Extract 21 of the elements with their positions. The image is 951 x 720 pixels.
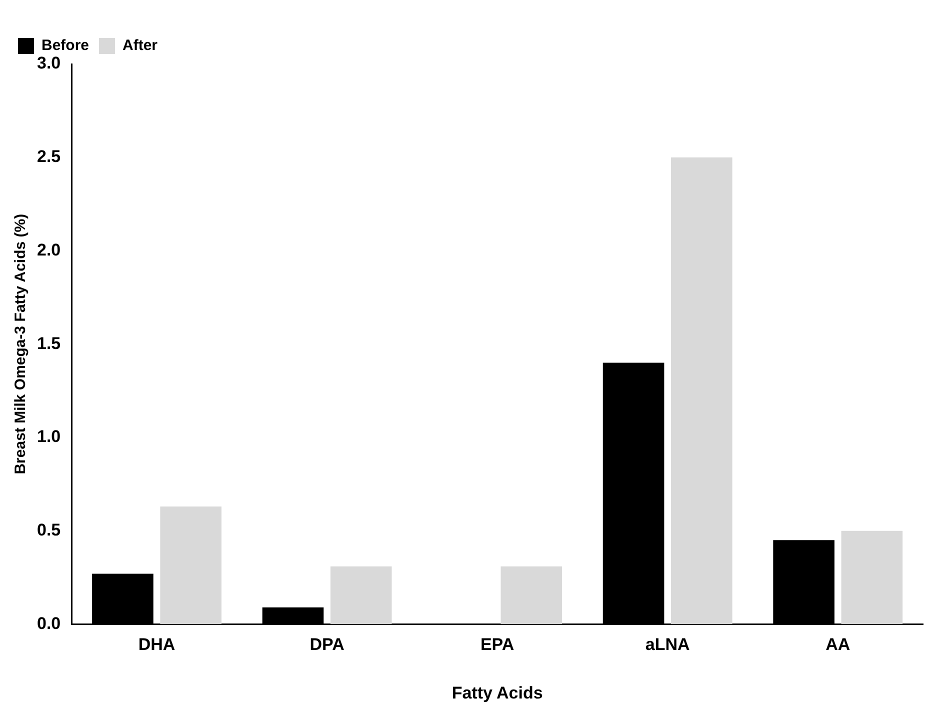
x-tick-label: EPA	[480, 635, 514, 654]
legend-label: After	[122, 37, 158, 54]
y-tick-label: 0.5	[36, 520, 61, 540]
y-tick-label: 2.5	[36, 147, 61, 166]
y-tick-label: 1.5	[36, 334, 61, 353]
x-axis-title: Fatty Acids	[452, 683, 543, 702]
y-tick-label: 3.0	[36, 54, 61, 73]
y-tick-label: 2.0	[36, 240, 61, 260]
legend-label: Before	[42, 37, 90, 54]
bar	[160, 506, 222, 624]
x-tick-label: aLNA	[645, 635, 690, 654]
bar	[330, 566, 392, 624]
x-tick-label: DPA	[310, 635, 344, 654]
bar	[670, 157, 732, 624]
y-tick-label: 0.0	[36, 614, 61, 633]
x-tick-label: AA	[826, 635, 850, 654]
x-tick-label: DHA	[138, 635, 176, 654]
bar	[500, 566, 562, 624]
y-axis-title: Breast Milk Omega-3 Fatty Acids (%)	[12, 214, 30, 474]
y-tick-label: 1.0	[36, 427, 61, 446]
bar	[841, 530, 903, 624]
